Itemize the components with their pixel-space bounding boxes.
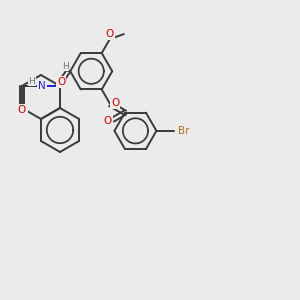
Text: O: O xyxy=(111,98,119,108)
Text: O: O xyxy=(106,29,114,39)
Text: Br: Br xyxy=(178,126,189,136)
Text: N: N xyxy=(38,81,46,91)
Text: O: O xyxy=(104,116,112,126)
Text: H: H xyxy=(28,76,35,85)
Text: H: H xyxy=(62,62,69,71)
Text: O: O xyxy=(18,105,26,115)
Text: O: O xyxy=(19,107,27,117)
Text: O: O xyxy=(57,77,65,87)
